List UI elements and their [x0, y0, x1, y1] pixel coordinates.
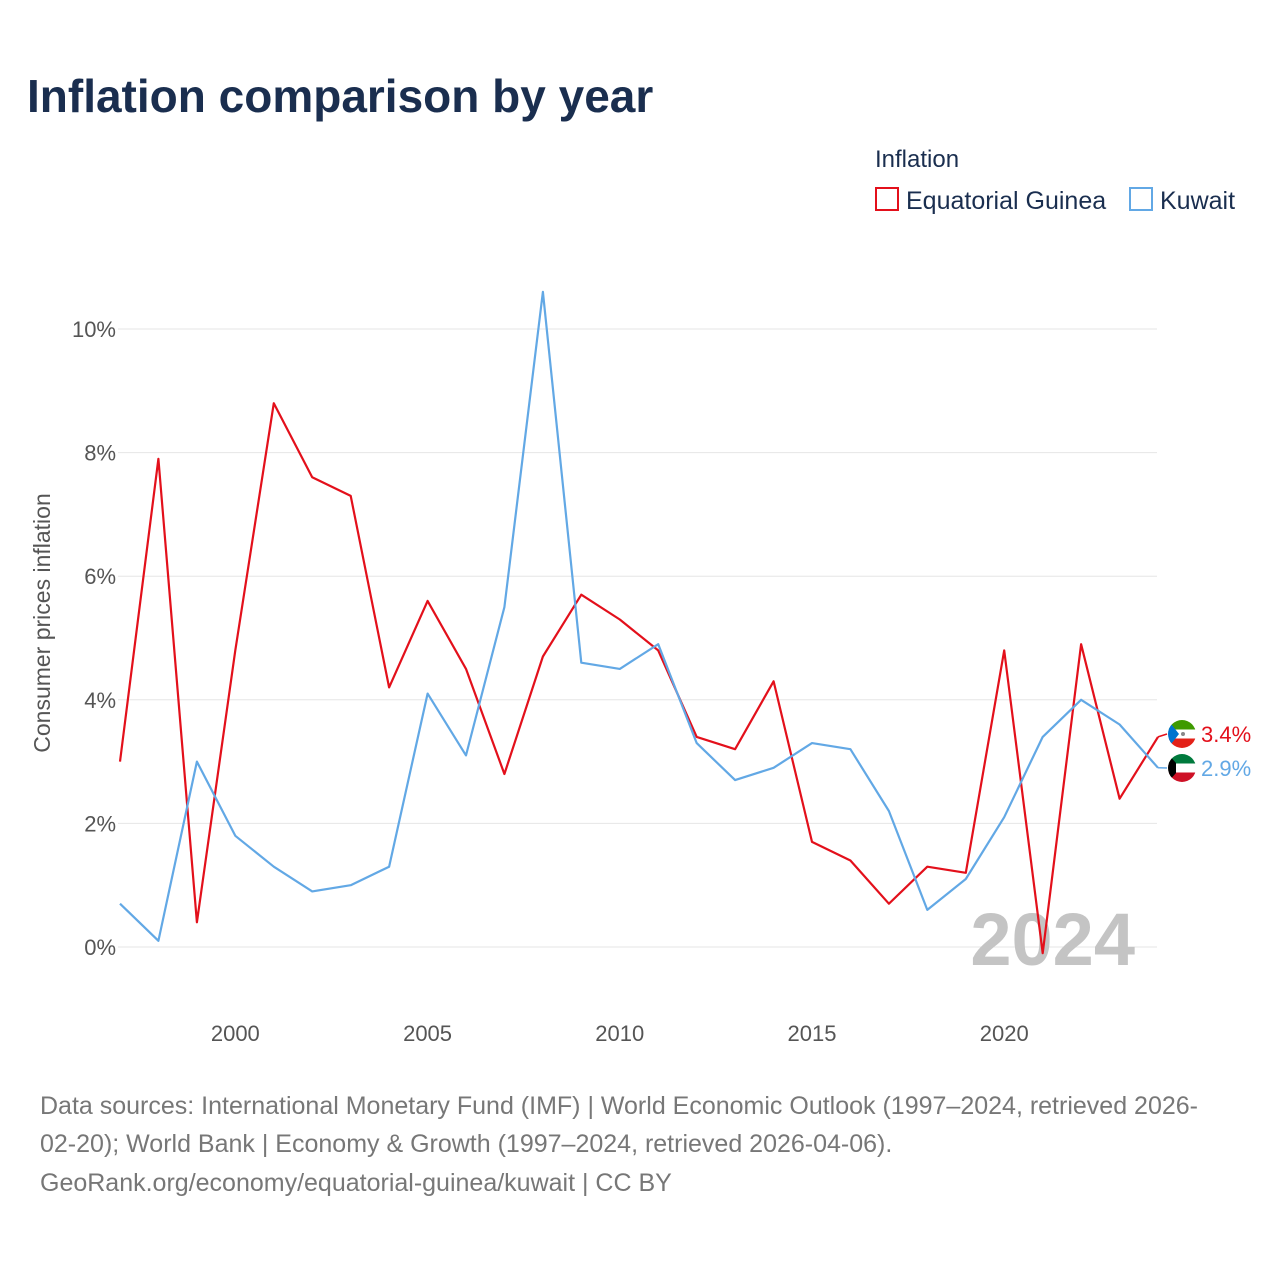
source-line-1: Data sources: International Monetary Fun… — [40, 1092, 1198, 1120]
x-tick-label: 2000 — [211, 1021, 260, 1046]
x-ticks: 2000 2005 2010 2015 2020 — [211, 1021, 1029, 1046]
y-tick-label: 10% — [72, 317, 116, 342]
legend-label-equatorial-guinea[interactable]: Equatorial Guinea — [906, 187, 1106, 215]
y-tick-label: 0% — [84, 935, 116, 960]
x-tick-label: 2015 — [788, 1021, 837, 1046]
legend-swatch-equatorial-guinea[interactable] — [875, 187, 899, 211]
legend-label-kuwait[interactable]: Kuwait — [1160, 187, 1235, 215]
y-tick-label: 4% — [84, 688, 116, 713]
source-line-2: 02-20); World Bank | Economy & Growth (1… — [40, 1130, 892, 1158]
y-tick-label: 8% — [84, 441, 116, 466]
legend-swatch-kuwait[interactable] — [1129, 187, 1153, 211]
flag-equatorial-guinea-icon — [1168, 720, 1196, 748]
year-watermark: 2024 — [970, 898, 1135, 981]
series-lines — [118, 290, 1159, 955]
end-markers: 3.4% 2.9% — [1157, 720, 1251, 782]
source-line-3[interactable]: GeoRank.org/economy/equatorial-guinea/ku… — [40, 1169, 672, 1197]
y-tick-label: 6% — [84, 564, 116, 589]
y-axis-label: Consumer prices inflation — [29, 493, 55, 753]
gridlines — [118, 328, 1157, 948]
end-label-kuwait: 2.9% — [1201, 756, 1251, 781]
legend-title: Inflation — [875, 146, 959, 173]
y-tick-label: 2% — [84, 811, 116, 836]
chart-title: Inflation comparison by year — [27, 70, 653, 122]
x-tick-label: 2005 — [403, 1021, 452, 1046]
flag-kuwait-icon — [1168, 754, 1196, 782]
x-tick-label: 2020 — [980, 1021, 1029, 1046]
x-tick-label: 2010 — [595, 1021, 644, 1046]
series-line-kuwait[interactable] — [119, 290, 1159, 942]
y-ticks: 0% 2% 4% 6% 8% 10% — [72, 317, 116, 960]
end-label-equatorial-guinea: 3.4% — [1201, 722, 1251, 747]
leader-equatorial-guinea — [1157, 733, 1168, 738]
series-line-equatorial-guinea[interactable] — [118, 402, 1159, 955]
